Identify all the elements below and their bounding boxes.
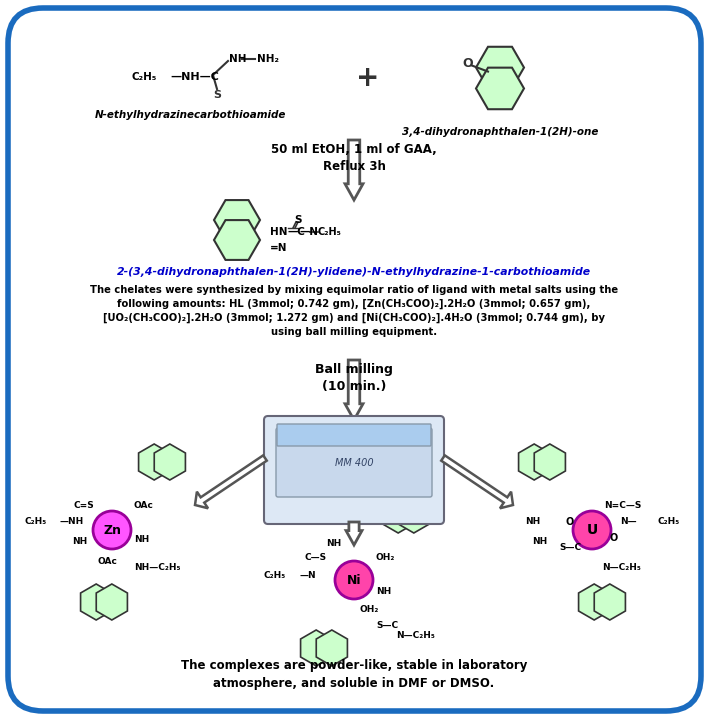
Text: following amounts: HL (3mmol; 0.742 gm), [Zn(CH₃COO)₂].2H₂O (3mmol; 0.657 gm),: following amounts: HL (3mmol; 0.742 gm),… — [117, 299, 591, 309]
FancyBboxPatch shape — [277, 424, 431, 446]
Polygon shape — [535, 444, 565, 480]
Text: =N: =N — [270, 243, 288, 253]
Polygon shape — [301, 630, 332, 666]
Polygon shape — [155, 444, 186, 480]
Text: C₂H₅: C₂H₅ — [132, 72, 157, 82]
Circle shape — [335, 561, 373, 599]
Polygon shape — [383, 497, 414, 533]
Text: O: O — [566, 517, 574, 527]
Text: C₂H₅: C₂H₅ — [25, 518, 47, 526]
Text: NH—C₂H₅: NH—C₂H₅ — [134, 564, 181, 572]
Text: NH: NH — [134, 536, 150, 544]
Polygon shape — [579, 584, 610, 620]
Text: OAc: OAc — [134, 501, 154, 510]
Text: NH: NH — [326, 539, 342, 549]
Polygon shape — [518, 444, 549, 480]
Polygon shape — [476, 47, 524, 88]
Text: NH₂: NH₂ — [257, 54, 279, 64]
Polygon shape — [441, 455, 513, 508]
Text: C₂H₅: C₂H₅ — [318, 227, 342, 237]
Text: S—C: S—C — [559, 544, 581, 552]
Polygon shape — [398, 497, 430, 533]
Polygon shape — [346, 522, 362, 545]
Text: NH: NH — [525, 518, 540, 526]
Text: —NH—C: —NH—C — [170, 72, 219, 82]
Text: C—S: C—S — [305, 554, 327, 562]
Text: [UO₂(CH₃COO)₂].2H₂O (3mmol; 1.272 gm) and [Ni(CH₃COO)₂].4H₂O (3mmol; 0.744 gm), : [UO₂(CH₃COO)₂].2H₂O (3mmol; 1.272 gm) an… — [103, 313, 605, 323]
Text: The complexes are powder-like, stable in laboratory
atmosphere, and soluble in D: The complexes are powder-like, stable in… — [181, 659, 527, 690]
Text: —N: —N — [299, 570, 316, 580]
Text: OH₂: OH₂ — [376, 554, 396, 562]
Polygon shape — [195, 455, 267, 508]
Text: U: U — [586, 523, 598, 537]
Text: —NH: —NH — [60, 518, 84, 526]
Text: +: + — [357, 64, 380, 92]
Text: 3,4-dihydronaphthalen-1(2H)-one: 3,4-dihydronaphthalen-1(2H)-one — [402, 127, 598, 137]
Text: O: O — [610, 533, 618, 543]
FancyBboxPatch shape — [8, 8, 701, 711]
Circle shape — [93, 511, 131, 549]
Polygon shape — [96, 584, 128, 620]
Text: Ball milling
(10 min.): Ball milling (10 min.) — [315, 363, 393, 393]
Text: S: S — [294, 215, 302, 225]
Circle shape — [573, 511, 611, 549]
Text: —N: —N — [300, 227, 319, 237]
Polygon shape — [214, 200, 260, 240]
Text: C=S: C=S — [74, 501, 94, 510]
Text: S—C: S—C — [376, 620, 398, 630]
Text: NH: NH — [532, 538, 547, 546]
Text: using ball milling equipment.: using ball milling equipment. — [271, 327, 437, 337]
FancyBboxPatch shape — [276, 428, 432, 497]
Polygon shape — [316, 630, 347, 666]
Polygon shape — [138, 444, 169, 480]
Text: N—: N— — [620, 518, 637, 526]
Text: N—C₂H₅: N—C₂H₅ — [396, 631, 435, 639]
Text: 2-(3,4-dihydronaphthalen-1(2H)-ylidene)-N-ethylhydrazine-1-carbothioamide: 2-(3,4-dihydronaphthalen-1(2H)-ylidene)-… — [117, 267, 591, 277]
Text: C₂H₅: C₂H₅ — [657, 518, 679, 526]
Text: The chelates were synthesized by mixing equimolar ratio of ligand with metal sal: The chelates were synthesized by mixing … — [90, 285, 618, 295]
Polygon shape — [81, 584, 112, 620]
FancyBboxPatch shape — [264, 416, 444, 524]
Text: C₂H₅: C₂H₅ — [264, 570, 286, 580]
Polygon shape — [594, 584, 625, 620]
Text: Zn: Zn — [103, 523, 121, 536]
Text: S: S — [213, 90, 221, 100]
Polygon shape — [345, 360, 363, 420]
Polygon shape — [345, 140, 363, 200]
Text: Ni: Ni — [347, 574, 362, 587]
Text: N=C—S: N=C—S — [604, 501, 642, 510]
Text: N-ethylhydrazinecarbothioamide: N-ethylhydrazinecarbothioamide — [94, 110, 286, 120]
Text: NH: NH — [376, 587, 391, 597]
Text: 50 ml EtOH, 1 ml of GAA,
Reflux 3h: 50 ml EtOH, 1 ml of GAA, Reflux 3h — [271, 143, 437, 173]
Polygon shape — [476, 68, 524, 109]
Text: NH: NH — [72, 538, 88, 546]
Polygon shape — [214, 220, 260, 260]
Text: OH₂: OH₂ — [359, 605, 379, 615]
Text: NH: NH — [229, 54, 247, 64]
Text: OAc: OAc — [97, 557, 117, 567]
Text: —C: —C — [288, 227, 306, 237]
Text: N—C₂H₅: N—C₂H₅ — [602, 564, 641, 572]
Text: MM 400: MM 400 — [335, 458, 374, 468]
Text: O: O — [463, 57, 474, 70]
Text: HN: HN — [270, 227, 288, 237]
